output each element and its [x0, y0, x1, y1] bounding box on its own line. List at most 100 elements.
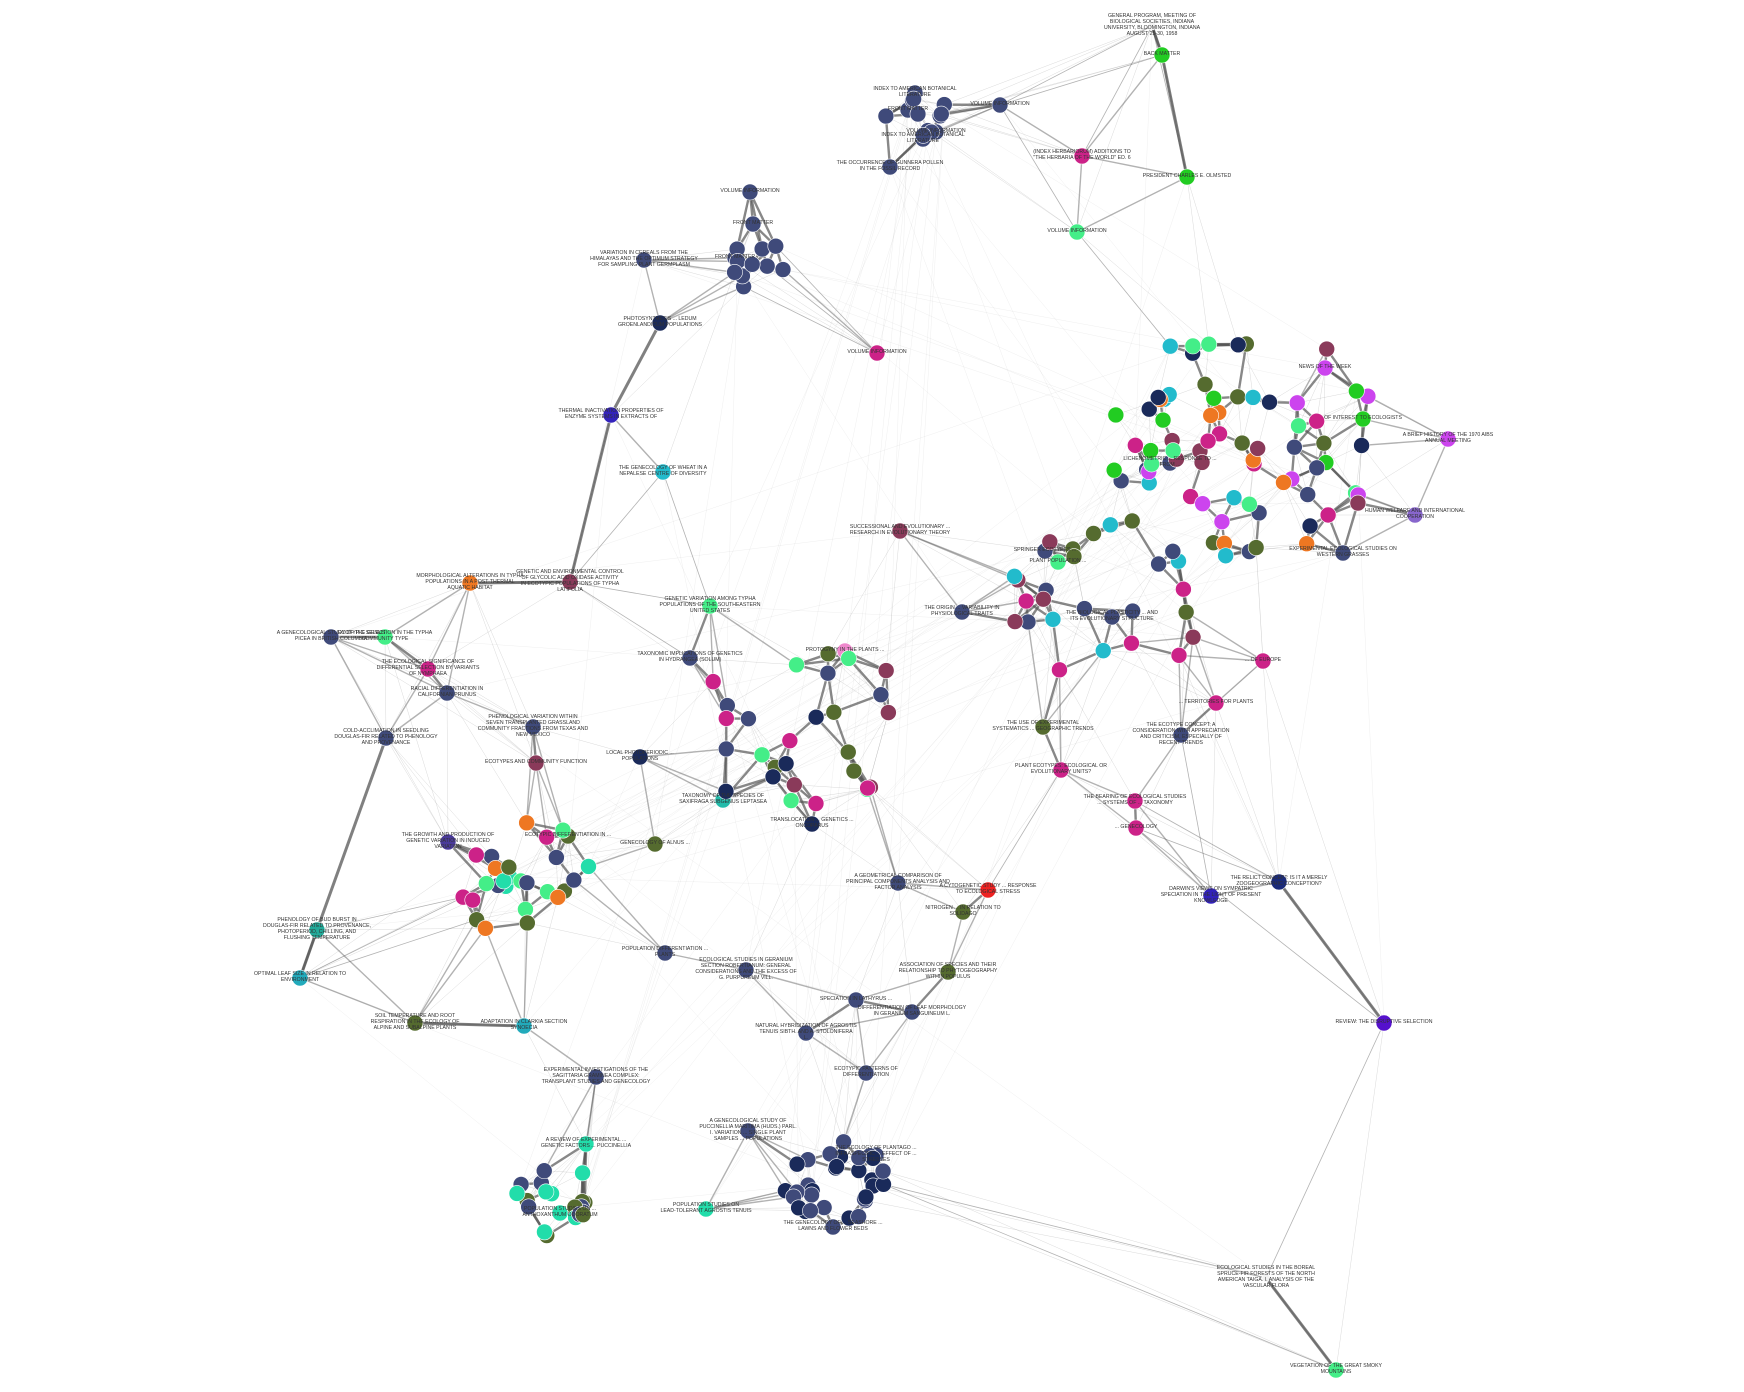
- graph-node: [872, 686, 890, 703]
- graph-edge: [745, 969, 807, 1034]
- graph-edge: [1255, 547, 1264, 662]
- node-label: THE GENECOLOGY OF ... SEASHORE ... LAWNS …: [783, 1220, 882, 1232]
- graph-edge: [1178, 655, 1182, 736]
- graph-edge: [705, 1190, 786, 1210]
- graph-edge: [745, 969, 867, 1074]
- graph-edge: [639, 756, 724, 801]
- graph-edge: [545, 1143, 587, 1192]
- graph-node: [953, 603, 971, 621]
- graph-node: [1202, 887, 1220, 905]
- graph-node: [1041, 533, 1059, 551]
- graph-node: [847, 991, 865, 1009]
- graph-edge: [793, 346, 1171, 1198]
- graph-node: [631, 748, 649, 766]
- graph-edge: [941, 113, 1083, 157]
- graph-edge: [782, 268, 878, 354]
- graph-edge: [873, 1185, 1267, 1279]
- graph-edge: [1298, 367, 1326, 426]
- node-label: TAXONOMIC IMPLICATIONS OF GENETICS IN HYD…: [637, 651, 743, 663]
- node-label: VEGETATION OF THE GREAT SMOKY MOUNTAINS: [1290, 1363, 1383, 1375]
- graph-edge: [330, 636, 448, 694]
- graph-node: [857, 1064, 875, 1082]
- graph-node: [825, 703, 843, 721]
- graph-edge: [1060, 643, 1132, 771]
- graph-edge: [414, 922, 528, 1024]
- node-label: POPULATION STUDIES ON LEAD-TOLERANT AGROS…: [660, 1202, 752, 1214]
- graph-edge: [899, 530, 1046, 552]
- graph-edge: [815, 450, 1151, 718]
- graph-edge: [742, 275, 963, 613]
- node-label: THE USE OF EXPERIMENTAL SYSTEMATICS ... G…: [992, 720, 1094, 732]
- graph-edge: [509, 876, 989, 891]
- graph-node: [308, 921, 326, 939]
- graph-edge: [835, 497, 1235, 1169]
- graph-edge: [853, 712, 889, 772]
- graph-node: [803, 815, 821, 833]
- graph-node: [322, 628, 340, 646]
- graph-edge: [766, 265, 878, 354]
- graph-node: [819, 664, 837, 682]
- graph-node: [464, 891, 482, 909]
- graph-edge: [1060, 769, 1280, 883]
- graph-node: [467, 846, 485, 864]
- graph-edge: [735, 191, 752, 250]
- graph-node: [979, 881, 997, 899]
- graph-edge: [316, 929, 416, 1024]
- node-label: GENERAL PROGRAM, MEETING OF BIOLOGICAL SO…: [1104, 13, 1201, 37]
- graph-edge: [1262, 660, 1280, 883]
- node-label: THE GROWTH AND PRODUCTION OF GENETIC VARI…: [402, 832, 495, 850]
- graph-edge: [1183, 555, 1226, 590]
- graph-edge: [805, 130, 929, 1034]
- graph-edge: [523, 1025, 597, 1078]
- graph-edge: [486, 754, 763, 884]
- graph-node: [835, 1133, 852, 1151]
- graph-node: [767, 237, 785, 255]
- graph-node: [515, 1017, 533, 1035]
- graph-edge: [1277, 881, 1386, 1024]
- node-label: ADAPTATION IN CLARKIA SECTION SYNOECIA: [481, 1019, 568, 1031]
- graph-node: [1244, 389, 1262, 406]
- graph-edge: [639, 756, 727, 792]
- graph-node: [1241, 495, 1258, 513]
- graph-edge: [827, 653, 889, 713]
- graph-edge: [876, 114, 942, 354]
- graph-edge: [384, 636, 429, 670]
- graph-edge: [1262, 660, 1385, 1024]
- graph-edge: [1215, 660, 1264, 704]
- graph-node: [376, 628, 394, 646]
- graph-edge: [427, 668, 534, 728]
- graph-edge: [330, 636, 537, 764]
- graph-edge: [940, 104, 1001, 117]
- graph-edge: [315, 737, 388, 931]
- graph-node: [580, 858, 597, 875]
- graph-edge: [316, 896, 464, 931]
- node-label: ECOTYPIC DIFFERENTIATION IN ...: [525, 832, 611, 838]
- graph-edge: [811, 99, 914, 1195]
- graph-edge: [581, 471, 1149, 1207]
- graph-edge: [1081, 155, 1188, 178]
- graph-edge: [1059, 669, 1136, 802]
- graph-edge: [999, 54, 1163, 106]
- graph-edge: [1215, 702, 1280, 883]
- graph-edge: [1323, 396, 1369, 444]
- graph-node: [737, 961, 755, 979]
- graph-edge: [643, 257, 736, 261]
- graph-edge: [855, 999, 859, 1217]
- graph-node: [535, 1162, 553, 1180]
- graph-edge: [532, 552, 1344, 728]
- graph-node: [717, 740, 735, 758]
- graph-node: [377, 729, 395, 747]
- graph-edge: [1052, 619, 1062, 771]
- graph-node: [1105, 461, 1123, 479]
- graph-edge: [747, 1130, 831, 1155]
- graph-edge: [446, 504, 1250, 694]
- graph-edge: [1361, 445, 1416, 516]
- graph-edge: [573, 879, 666, 954]
- graph-edge: [527, 922, 666, 954]
- node-label: OPTIMAL LEAF SIZE IN RELATION TO ENVIRONM…: [254, 971, 346, 983]
- graph-edge: [587, 865, 666, 954]
- graph-node: [1249, 440, 1266, 457]
- graph-edge: [885, 115, 1250, 552]
- graph-node: [1172, 726, 1190, 744]
- graph-edge: [414, 927, 487, 1024]
